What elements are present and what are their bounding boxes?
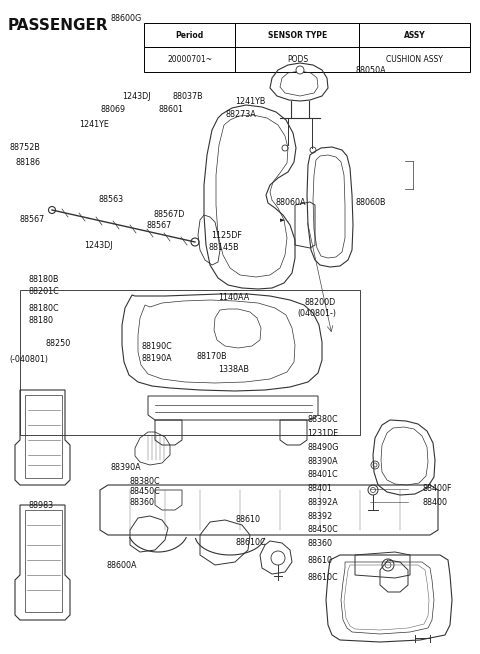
Text: SENSOR TYPE: SENSOR TYPE bbox=[268, 31, 327, 40]
Text: 88200D: 88200D bbox=[305, 298, 336, 307]
Text: 88060B: 88060B bbox=[355, 198, 386, 207]
Text: 88392: 88392 bbox=[307, 511, 333, 521]
Text: 88450C: 88450C bbox=[307, 525, 338, 534]
Text: 88392A: 88392A bbox=[307, 498, 338, 507]
Text: 88600A: 88600A bbox=[106, 561, 137, 570]
Bar bbox=[360, 23, 470, 47]
Text: 1243DJ: 1243DJ bbox=[122, 92, 151, 101]
Text: 88601: 88601 bbox=[158, 105, 183, 114]
Bar bbox=[144, 23, 235, 47]
Text: 88390A: 88390A bbox=[307, 456, 338, 466]
Text: ►: ► bbox=[280, 217, 285, 223]
Text: 88380C: 88380C bbox=[130, 477, 160, 486]
Text: 88180C: 88180C bbox=[29, 304, 60, 313]
Text: 88490G: 88490G bbox=[307, 443, 338, 452]
Text: 88401C: 88401C bbox=[307, 470, 338, 479]
Text: 20000701~: 20000701~ bbox=[167, 55, 212, 64]
Text: 88360: 88360 bbox=[307, 539, 332, 548]
Text: 88145B: 88145B bbox=[209, 243, 240, 252]
Text: 88190A: 88190A bbox=[142, 354, 172, 363]
Text: 1140AA: 1140AA bbox=[218, 293, 250, 302]
Text: 88567: 88567 bbox=[146, 221, 172, 230]
Text: 88380C: 88380C bbox=[307, 415, 338, 424]
Text: (040801-): (040801-) bbox=[298, 309, 336, 318]
Text: 88250: 88250 bbox=[46, 339, 71, 348]
Text: 1231DE: 1231DE bbox=[307, 429, 338, 438]
Text: 1125DF: 1125DF bbox=[211, 231, 242, 240]
Text: 88983: 88983 bbox=[29, 501, 54, 510]
Text: 88450C: 88450C bbox=[130, 487, 160, 496]
Text: Period: Period bbox=[176, 31, 204, 40]
Bar bbox=[20, 290, 360, 435]
Text: 88563: 88563 bbox=[98, 195, 123, 204]
Circle shape bbox=[296, 66, 304, 74]
Text: 88400F: 88400F bbox=[422, 484, 452, 493]
Text: 1243DJ: 1243DJ bbox=[84, 241, 112, 250]
Text: 88610C: 88610C bbox=[235, 538, 266, 547]
Text: 88610: 88610 bbox=[235, 515, 260, 525]
Text: 88201C: 88201C bbox=[29, 286, 60, 296]
Text: 88610C: 88610C bbox=[307, 573, 338, 582]
Bar bbox=[360, 47, 470, 72]
Text: PASSENGER: PASSENGER bbox=[8, 18, 108, 33]
Text: 88600G: 88600G bbox=[110, 14, 142, 23]
Text: 1241YB: 1241YB bbox=[235, 97, 265, 106]
Bar bbox=[144, 47, 235, 72]
Text: 88360: 88360 bbox=[130, 498, 155, 507]
Text: CUSHION ASSY: CUSHION ASSY bbox=[386, 55, 444, 64]
Text: ASSY: ASSY bbox=[404, 31, 426, 40]
Text: 88610: 88610 bbox=[307, 556, 332, 565]
Text: (-040801): (-040801) bbox=[10, 355, 48, 364]
Text: 88390A: 88390A bbox=[110, 463, 141, 472]
Text: 88186: 88186 bbox=[16, 158, 41, 167]
Text: 88050A: 88050A bbox=[355, 66, 386, 75]
Text: 88069: 88069 bbox=[101, 105, 126, 114]
Text: 88180: 88180 bbox=[29, 316, 54, 325]
Text: 88567: 88567 bbox=[19, 215, 45, 224]
Text: 88401: 88401 bbox=[307, 484, 332, 493]
Text: 1241YE: 1241YE bbox=[79, 120, 109, 129]
Text: 88190C: 88190C bbox=[142, 342, 172, 351]
Text: 88037B: 88037B bbox=[173, 92, 204, 101]
Text: 1338AB: 1338AB bbox=[218, 365, 250, 374]
Text: 88567D: 88567D bbox=[154, 210, 185, 219]
Text: 88273A: 88273A bbox=[226, 110, 256, 119]
Text: 88180B: 88180B bbox=[29, 275, 60, 284]
Text: 88060A: 88060A bbox=[276, 198, 307, 207]
Bar bbox=[235, 23, 360, 47]
Text: 88752B: 88752B bbox=[10, 143, 40, 152]
Text: PODS: PODS bbox=[287, 55, 308, 64]
Text: 88400: 88400 bbox=[422, 498, 447, 507]
Text: 88170B: 88170B bbox=[197, 352, 228, 361]
Bar bbox=[235, 47, 360, 72]
